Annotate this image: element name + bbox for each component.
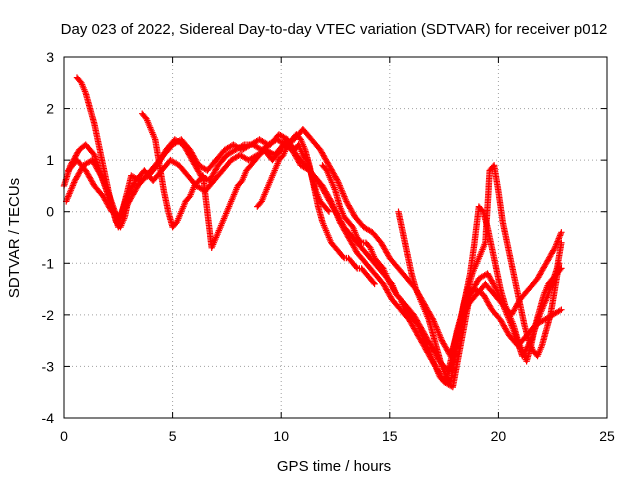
y-tick-label: 2 [46,101,54,117]
axis-ticks [63,56,608,419]
y-tick-label: -2 [42,307,55,323]
y-axis-label: SDTVAR / TECUs [6,178,23,298]
x-tick-label: 0 [60,428,68,444]
y-axis-tick-labels: -4 -3 -2 -1 0 1 2 3 [42,49,55,426]
grid-lines [64,57,607,418]
x-axis-tick-labels: 0 5 10 15 20 25 [60,428,615,444]
data-markers [60,74,565,391]
y-tick-label: 0 [46,204,54,220]
y-tick-label: -1 [42,255,55,271]
y-tick-label: 3 [46,49,54,65]
x-tick-label: 20 [491,428,507,444]
x-tick-label: 15 [382,428,398,444]
series-track-6 [319,162,565,386]
marker-points [319,162,565,386]
chart-title: Day 023 of 2022, Sidereal Day-to-day VTE… [61,21,608,38]
y-tick-label: -4 [42,410,55,426]
x-tick-label: 25 [599,428,615,444]
y-tick-label: -3 [42,358,55,374]
x-tick-label: 5 [169,428,177,444]
y-tick-label: 1 [46,152,54,168]
series-track-4 [73,74,333,251]
x-tick-label: 10 [273,428,289,444]
x-axis-label: GPS time / hours [277,458,391,475]
plot-frame [63,56,608,419]
marker-points [73,74,333,251]
